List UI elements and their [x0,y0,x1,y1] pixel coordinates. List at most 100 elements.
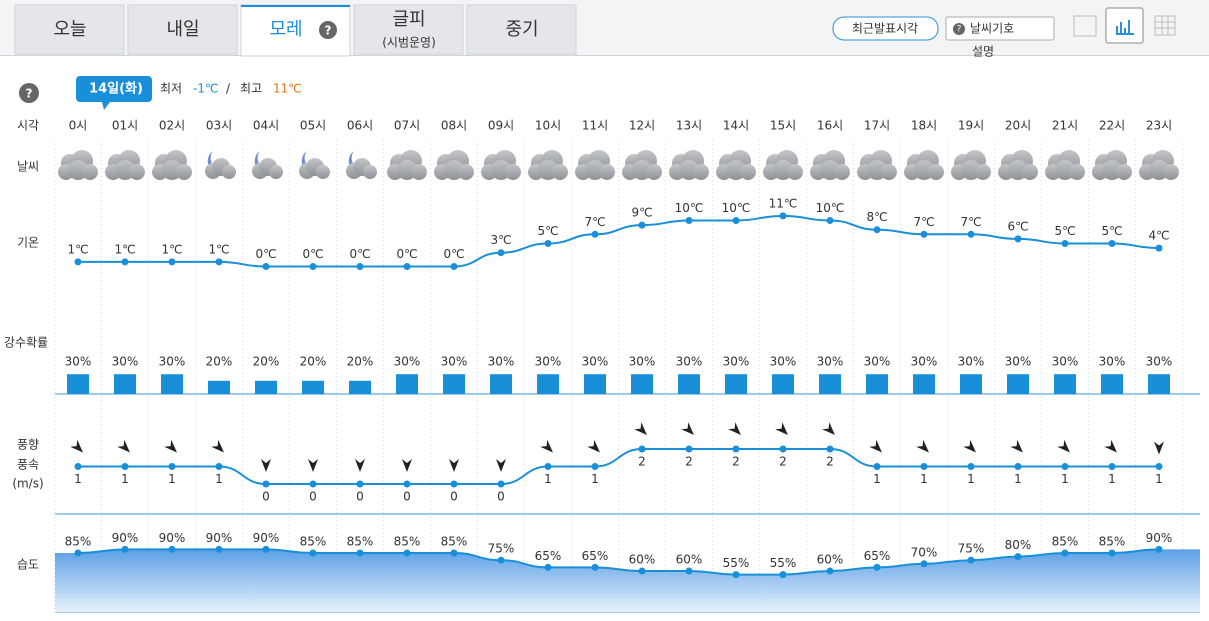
cloud [363,165,377,179]
temperature-point [685,217,693,224]
humidity-label: 85% [300,535,327,549]
tab[interactable] [466,4,577,55]
row-label: 시각 [17,119,39,133]
wind-point [873,463,881,470]
precip-label: 30% [535,355,562,369]
cloud [740,164,756,180]
temperature-point [1014,235,1022,243]
tab[interactable] [14,4,125,55]
precip-label: 30% [770,355,797,369]
wind-label: 1 [873,472,881,486]
wind-arrow [869,439,882,453]
wind-point [1108,463,1116,470]
tab[interactable] [353,4,464,55]
wind-point [591,463,599,470]
temperature-label: 5℃ [1054,224,1075,238]
precip-label: 30% [441,355,468,369]
precip-label: 30% [629,355,656,369]
wind-arrow [1154,441,1164,455]
temperature-point [1155,244,1163,252]
temperature-point [262,263,270,270]
precip-label: 20% [347,355,374,369]
tab[interactable] [127,4,238,55]
precip-label: 30% [817,355,844,369]
wind-point [121,463,129,470]
view-icons[interactable] [1073,7,1176,44]
hour-label: 17시 [864,119,890,133]
wind-label: 0 [262,490,270,504]
wind-point [638,445,646,453]
temperature-point [920,230,928,238]
temperature-point [732,217,740,224]
help-icon [953,23,965,35]
precip-bar [396,374,418,394]
wind-arrow [1057,439,1070,453]
humidity-point [591,563,599,571]
cloud [411,164,427,180]
wind-arrow [70,439,83,453]
temperature-label: 1℃ [208,242,229,256]
hour-label: 22시 [1099,119,1125,133]
wind-arrow [449,459,459,472]
wind-arrow [540,439,553,453]
humidity-label: 85% [347,535,374,549]
precip-bar [443,374,465,394]
hour-label: 21시 [1052,119,1078,133]
wind-arrow [916,439,929,453]
wind-label: 1 [920,472,928,486]
temperature-label: 8℃ [866,210,887,224]
hour-label: 19시 [958,119,984,133]
temperature-label: 0℃ [255,247,276,261]
help-icon[interactable] [19,83,39,103]
wind-label: 1 [591,472,599,486]
wind-label: 2 [638,455,646,469]
symbol-button[interactable] [945,16,1055,41]
temperature-label: 0℃ [396,247,417,261]
temperature-point [168,258,176,266]
weather-icon [205,151,236,179]
wind-label: 0 [403,490,411,504]
weather-icon [387,150,427,180]
precip-label: 30% [112,355,139,369]
humidity-label: 75% [958,542,985,556]
humidity-label: 65% [864,549,891,563]
precip-label: 30% [1052,355,1079,369]
wind-point [685,445,693,453]
wind-line [78,448,1159,485]
recent-button[interactable] [832,16,939,41]
temperature-point [121,258,129,266]
wind-point [544,463,552,470]
wind-point [826,445,834,453]
precip-label: 30% [864,355,891,369]
wind-label: 0 [450,490,458,504]
wind-label: 0 [309,490,317,504]
humidity-point [403,549,411,557]
weather-icon [951,150,991,180]
wind-label: 1 [74,472,82,486]
wind-label: 0 [497,490,505,504]
hour-label: 11시 [582,119,608,133]
cloud [222,165,236,179]
temperature-point [638,221,646,229]
precip-bar [866,374,888,394]
precip-label: 30% [676,355,703,369]
help-mark: ? [325,24,332,38]
weather-icon [434,150,474,180]
recent-text: 최근발표시각 [852,22,918,36]
wind-label: 2 [826,455,834,469]
wind-arrow [402,459,412,472]
hour-label: 02시 [159,119,185,133]
temperature-label: 10℃ [816,201,845,215]
weather-icon [763,150,803,180]
temperature-label: 4℃ [1148,229,1169,243]
hour-label: 23시 [1146,119,1172,133]
hour-label: 0시 [69,119,88,133]
humidity-label: 55% [770,556,797,570]
cloud [975,164,991,180]
humidity-area [55,549,1200,612]
wind-arrow [261,459,271,472]
cloud [316,165,330,179]
weather-icon [299,151,330,179]
wind-arrow [963,439,976,453]
